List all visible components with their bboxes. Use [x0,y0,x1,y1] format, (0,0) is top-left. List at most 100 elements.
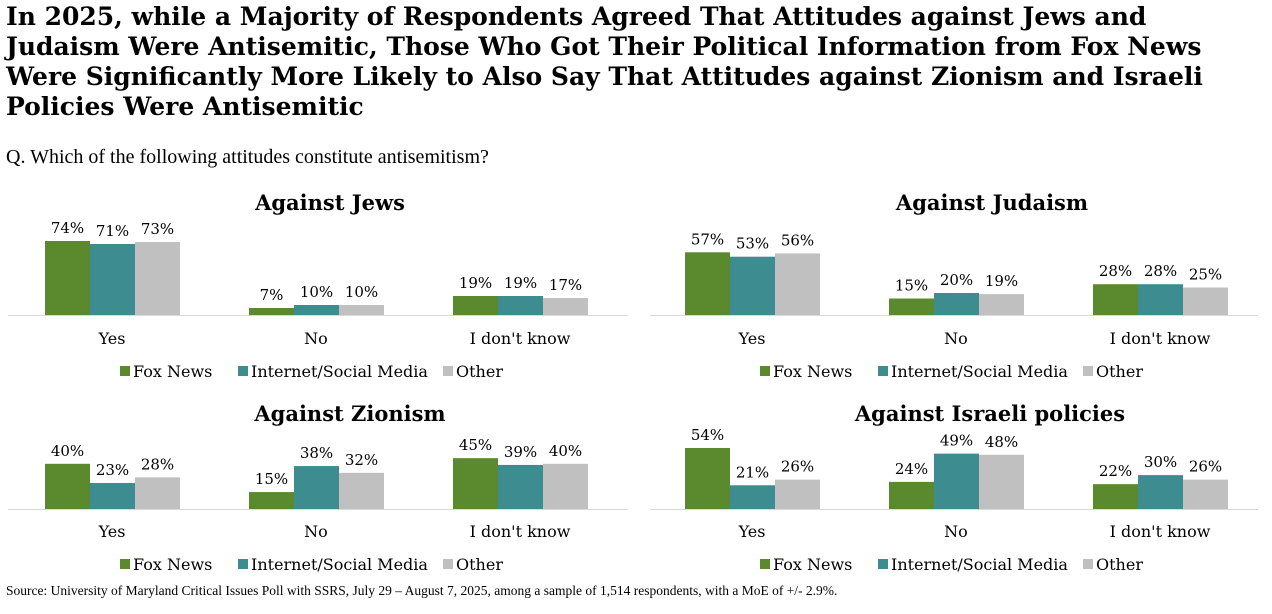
bar [775,479,820,509]
bar [1183,479,1228,509]
bar [934,293,979,315]
data-label: 53% [736,235,769,253]
legend-label: Other [1096,555,1143,574]
bar [294,305,339,315]
bar [1093,284,1138,315]
bar [730,256,775,315]
bar [498,464,543,509]
legend-item: Other [1083,362,1143,381]
legend-swatch [1083,559,1093,569]
legend-swatch [878,559,888,569]
bar [543,463,588,509]
bar [90,483,135,509]
legend-label: Internet/Social Media [891,555,1068,574]
data-label: 54% [691,426,724,444]
legend-label: Internet/Social Media [251,362,428,381]
legend-swatch [878,366,888,376]
bar [453,458,498,509]
data-label: 49% [940,432,973,450]
legend-label: Other [456,555,503,574]
legend-swatch [760,366,770,376]
data-label: 25% [1189,266,1222,284]
data-label: 23% [96,461,129,479]
legend-item: Fox News [120,362,212,381]
category-label: No [944,329,968,348]
data-label: 28% [141,455,174,473]
bar [979,454,1024,509]
category-label: Yes [738,329,766,348]
bar [498,296,543,315]
bar [135,477,180,509]
legend-item: Internet/Social Media [878,555,1068,574]
category-label: I don't know [470,522,571,541]
chart-title: Against Jews [254,190,405,215]
chart-title: Against Zionism [253,401,445,426]
data-label: 21% [736,463,769,481]
bar [685,252,730,315]
bar [249,308,294,315]
bar [979,294,1024,315]
page-title: In 2025, while a Majority of Respondents… [6,2,1203,121]
category-label: No [944,522,968,541]
bar [453,296,498,315]
legend-item: Fox News [120,555,212,574]
legend-item: Other [443,362,503,381]
data-label: 28% [1144,262,1177,280]
data-label: 24% [895,460,928,478]
data-label: 19% [504,274,537,292]
legend-label: Internet/Social Media [251,555,428,574]
data-label: 30% [1144,453,1177,471]
data-label: 19% [459,274,492,292]
legend-item: Other [443,555,503,574]
data-label: 26% [781,458,814,476]
category-label: I don't know [470,329,571,348]
legend-label: Fox News [773,362,852,381]
legend-swatch [760,559,770,569]
data-label: 48% [985,433,1018,451]
data-label: 32% [345,451,378,469]
data-label: 7% [260,286,284,304]
bar [889,481,934,509]
legend-label: Fox News [133,362,212,381]
bar [90,244,135,315]
data-label: 15% [895,277,928,295]
data-label: 40% [549,442,582,460]
chart-1: Against Judaism 57% 15% 28% 53% 20% 28% 56% 19% 2… [650,190,1258,381]
data-label: 57% [691,230,724,248]
data-label: 10% [300,283,333,301]
chart-title: Against Judaism [895,190,1088,215]
legend-swatch [238,559,248,569]
legend-item: Internet/Social Media [238,362,428,381]
bar [543,298,588,315]
data-label: 74% [51,219,84,237]
legend-item: Fox News [760,555,852,574]
bar [249,492,294,509]
legend-item: Fox News [760,362,852,381]
bar [934,453,979,509]
chart-0: Against Jews 74% 7% 19% 71% 10% 19% 73% 10% 17% Ye… [8,190,628,381]
legend-swatch [443,366,453,376]
legend-item: Other [1083,555,1143,574]
legend-label: Fox News [133,555,212,574]
data-label: 17% [549,276,582,294]
legend-label: Internet/Social Media [891,362,1068,381]
legend-swatch [443,559,453,569]
category-label: I don't know [1110,522,1211,541]
data-label: 26% [1189,458,1222,476]
category-label: I don't know [1110,329,1211,348]
chart-title: Against Israeli policies [854,401,1125,426]
bar [1138,475,1183,509]
data-label: 56% [781,231,814,249]
data-label: 19% [985,272,1018,290]
bar [339,472,384,509]
data-label: 22% [1099,462,1132,480]
legend-label: Other [1096,362,1143,381]
data-label: 15% [255,470,288,488]
survey-question: Q. Which of the following attitudes cons… [6,146,489,168]
legend-label: Fox News [773,555,852,574]
data-label: 39% [504,443,537,461]
legend-swatch [120,559,130,569]
bar [45,463,90,509]
bar [1138,284,1183,315]
